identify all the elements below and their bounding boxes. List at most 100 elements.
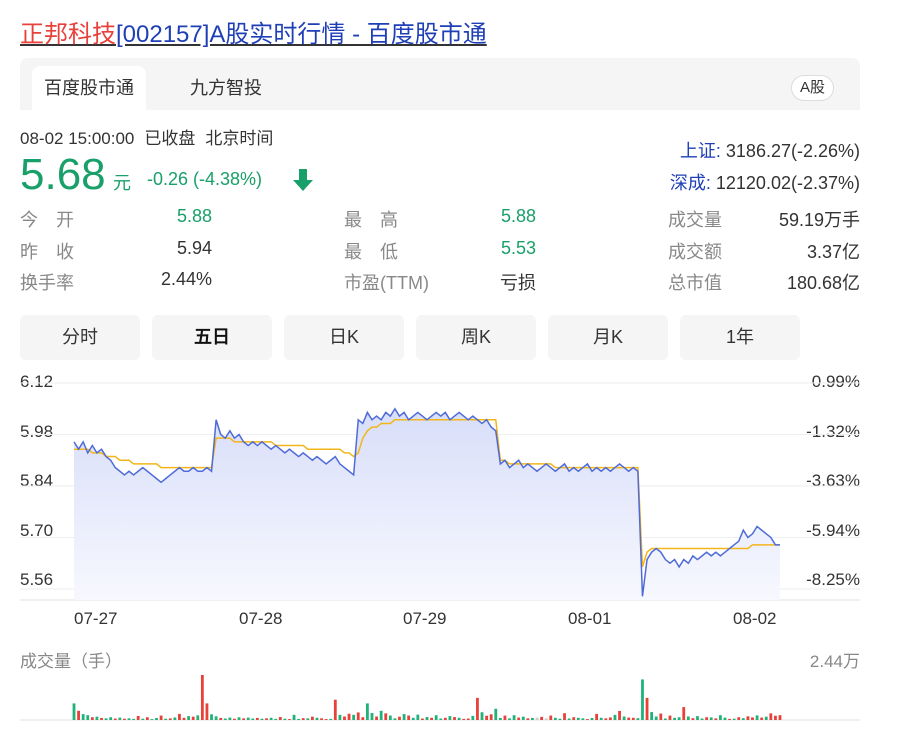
index-shenzhen-name[interactable]: 深成: — [669, 173, 711, 193]
volume-bar — [778, 715, 782, 720]
volume-bar — [553, 717, 557, 720]
volume-bar — [590, 717, 594, 720]
period-monthly-k-button[interactable]: 月K — [548, 315, 668, 360]
volume-bar — [764, 716, 768, 720]
tab-baidu[interactable]: 百度股市通 — [32, 66, 146, 110]
index-shenzhen[interactable]: 深成: 12120.02(-2.37%) — [670, 169, 860, 195]
volume-title: 成交量（手） — [20, 652, 122, 671]
index-shanghai-value: 3186.27(-2.26%) — [725, 141, 860, 161]
volume-bar — [141, 718, 145, 720]
volume-bar — [265, 718, 268, 720]
volume-bar — [388, 715, 392, 720]
volume-bar — [755, 715, 759, 720]
volume-bar — [627, 717, 631, 720]
volume-bar — [72, 703, 76, 720]
volume-bar — [278, 717, 282, 720]
volume-bar — [338, 714, 342, 720]
volume-bar — [549, 715, 553, 720]
index-shenzhen-value: 12120.02(-2.37%) — [715, 173, 860, 193]
y-tick-pct: -1.32% — [806, 422, 860, 441]
tab-jiufang[interactable]: 九方智投 — [190, 78, 262, 98]
volume-bar — [622, 716, 626, 720]
volume-bar — [751, 717, 754, 720]
price-change: -0.26 (-4.38%) — [147, 169, 263, 189]
stat-prevclose-value: 5.94 — [176, 238, 212, 258]
stat-amount-label: 成交额 — [668, 242, 722, 262]
volume-bar — [113, 718, 117, 720]
period-intraday-button[interactable]: 分时 — [20, 315, 140, 360]
stock-name[interactable]: 正邦科技 — [20, 21, 116, 48]
y-tick-price: 5.56 — [20, 570, 54, 589]
volume-bar — [205, 703, 209, 720]
volume-bar — [398, 716, 401, 720]
volume-bar — [696, 716, 699, 720]
volume-bar — [714, 718, 718, 720]
stat-low-label: 最 低 — [344, 242, 398, 262]
volume-bar — [77, 710, 80, 720]
x-tick-label: 07-27 — [74, 609, 118, 628]
volume-bar — [604, 718, 608, 720]
volume-bar — [732, 718, 736, 720]
volume-bar — [214, 716, 218, 720]
y-tick-pct: 0.99% — [811, 372, 860, 391]
stat-mktcap-label: 总市值 — [668, 273, 722, 293]
y-tick-pct: -8.25% — [806, 570, 860, 589]
volume-bar — [255, 717, 259, 720]
y-tick-pct: -3.63% — [806, 471, 860, 490]
volume-bar — [173, 717, 177, 720]
stat-high-label: 最 高 — [344, 210, 398, 230]
volume-bar — [457, 717, 461, 720]
index-shanghai-name[interactable]: 上证: — [679, 141, 721, 161]
volume-bar — [517, 717, 521, 720]
volume-bar — [489, 714, 493, 720]
volume-bar — [86, 715, 90, 720]
period-daily-k-button[interactable]: 日K — [284, 315, 404, 360]
volume-bar — [466, 718, 470, 720]
index-shanghai[interactable]: 上证: 3186.27(-2.26%) — [680, 137, 860, 163]
volume-bar — [150, 719, 154, 720]
volume-bar — [288, 719, 291, 720]
volume-bar — [636, 718, 640, 720]
timezone-label: 北京时间 — [205, 129, 274, 148]
period-5day-button[interactable]: 五日 — [152, 315, 272, 360]
volume-bar — [480, 712, 484, 720]
period-weekly-k-button[interactable]: 周K — [416, 315, 536, 360]
volume-bar — [645, 697, 649, 720]
volume-bar — [393, 718, 397, 720]
volume-bar — [508, 718, 511, 720]
volume-bar — [104, 718, 108, 720]
stat-open-value: 5.88 — [176, 206, 212, 226]
volume-bar — [233, 718, 236, 720]
volume-bar — [81, 714, 85, 720]
x-tick-label: 08-01 — [568, 609, 612, 628]
volume-bar — [709, 717, 713, 720]
volume-bar — [178, 713, 181, 720]
volume-bar — [521, 716, 525, 720]
volume-bar — [132, 718, 135, 720]
volume-bar — [127, 718, 131, 720]
volume-bar — [453, 717, 456, 720]
stat-volume-value: 59.19万手 — [778, 210, 860, 230]
arrow-down-icon — [293, 169, 313, 191]
page-title[interactable]: 正邦科技[002157]A股实时行情 - 百度股市通 — [20, 14, 487, 49]
volume-bar — [310, 716, 314, 720]
volume-bar — [370, 712, 374, 720]
volume-bar — [402, 714, 406, 720]
volume-bar — [774, 715, 777, 720]
stat-pe-value: 亏损 — [500, 273, 536, 293]
volume-bar — [686, 716, 690, 720]
volume-bar — [306, 718, 310, 720]
volume-bar — [421, 718, 424, 720]
volume-bar — [682, 707, 686, 720]
volume-bar — [292, 714, 296, 720]
volume-bar — [347, 713, 351, 720]
volume-bar — [641, 679, 644, 720]
volume-bar — [581, 718, 585, 720]
volume-bar — [540, 716, 544, 720]
title-rest[interactable]: [002157]A股实时行情 - 百度股市通 — [116, 21, 487, 48]
volume-bar — [531, 717, 534, 720]
period-1year-button[interactable]: 1年 — [680, 315, 800, 360]
volume-bar — [416, 714, 420, 720]
volume-bar — [618, 710, 621, 720]
